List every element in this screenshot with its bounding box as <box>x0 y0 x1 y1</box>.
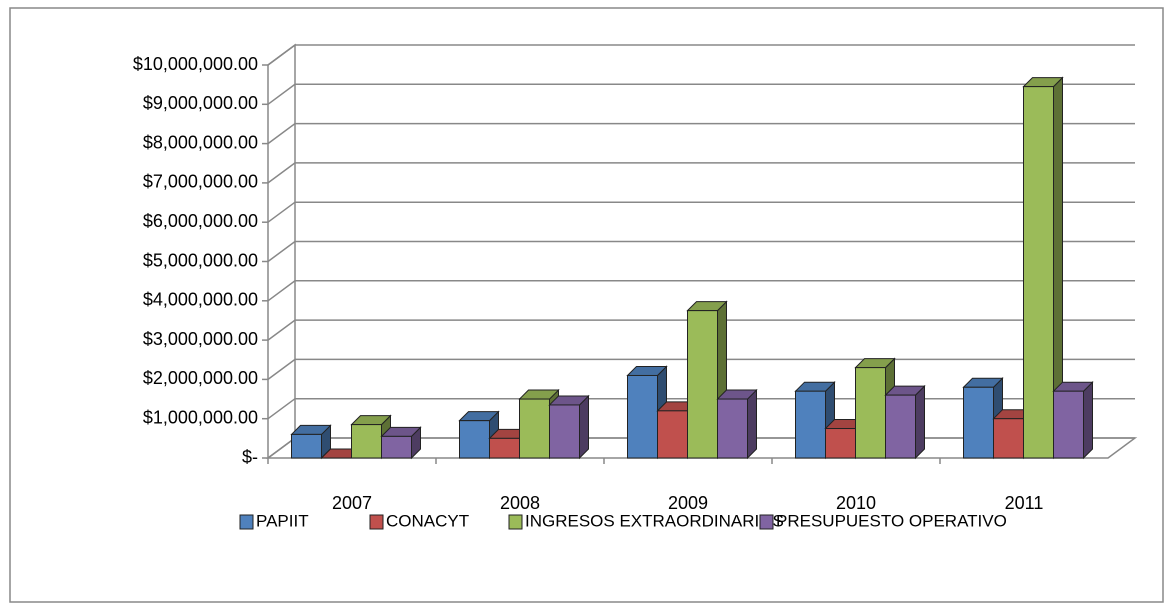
grid-line <box>267 319 1135 341</box>
y-tick-label: $2,000,000.00 <box>143 368 258 388</box>
bar-front <box>1053 390 1084 459</box>
bar <box>716 388 758 460</box>
legend-label: INGRESOS EXTRAORDINARIOS <box>525 511 784 530</box>
y-tick-label: $4,000,000.00 <box>143 290 258 310</box>
bar-front <box>459 420 490 459</box>
legend-swatch <box>759 514 774 530</box>
x-tick-label: 2008 <box>500 493 540 513</box>
y-tick-label: $7,000,000.00 <box>143 172 258 192</box>
bar-front <box>687 310 718 459</box>
bar-front <box>657 410 688 459</box>
y-tick-label: $1,000,000.00 <box>143 407 258 427</box>
y-tick-label: $5,000,000.00 <box>143 250 258 270</box>
bar <box>1022 76 1064 460</box>
bar-front <box>885 394 916 459</box>
grid-line <box>267 201 1135 223</box>
bar-front <box>549 404 580 459</box>
bar <box>794 380 836 460</box>
bar <box>686 300 728 460</box>
bar-front <box>1023 86 1054 459</box>
bar-side <box>915 384 925 460</box>
grid-line <box>267 44 1135 66</box>
bar-front <box>627 374 658 459</box>
x-tick-label: 2007 <box>332 493 372 513</box>
legend-label: PRESUPUESTO OPERATIVO <box>776 511 1007 530</box>
bar-front <box>519 398 550 459</box>
bar-front <box>717 398 748 459</box>
y-tick-label: $10,000,000.00 <box>133 54 258 74</box>
bar-front <box>489 437 520 459</box>
bar-front <box>855 367 886 459</box>
chart-frame <box>9 7 1164 603</box>
bar-side <box>579 394 589 460</box>
bar <box>380 426 422 460</box>
bar-side <box>747 388 757 460</box>
grid-line <box>267 83 1135 105</box>
bar-front <box>825 428 856 459</box>
legend-label: CONACYT <box>386 511 469 530</box>
bar-front <box>993 418 1024 459</box>
bar-front <box>291 433 322 459</box>
grid-line <box>267 240 1135 263</box>
bar-front <box>351 424 382 459</box>
bar <box>290 424 332 460</box>
x-tick-label: 2009 <box>668 493 708 513</box>
bar <box>884 384 926 460</box>
x-tick-label: 2011 <box>1005 493 1044 513</box>
y-tick-label: $6,000,000.00 <box>143 211 258 231</box>
bar <box>548 394 590 460</box>
legend-swatch <box>369 514 384 530</box>
legend-label: PAPIIT <box>256 511 309 530</box>
legend-swatch <box>508 514 523 530</box>
y-tick-label: $9,000,000.00 <box>143 93 258 113</box>
bar-front <box>963 386 994 459</box>
grid-line <box>267 122 1135 145</box>
y-tick-label: $8,000,000.00 <box>143 132 258 152</box>
grid-line <box>267 358 1135 381</box>
grid-line <box>267 280 1135 302</box>
bar-front <box>795 390 826 459</box>
x-tick-label: 2010 <box>836 493 876 513</box>
grid-line <box>267 162 1135 184</box>
bar-front <box>381 435 412 459</box>
legend-swatch <box>239 514 254 530</box>
y-tick-label: $3,000,000.00 <box>143 329 258 349</box>
bar-side <box>1083 380 1093 460</box>
bar <box>1052 380 1094 460</box>
y-tick-label: $- <box>242 447 258 467</box>
